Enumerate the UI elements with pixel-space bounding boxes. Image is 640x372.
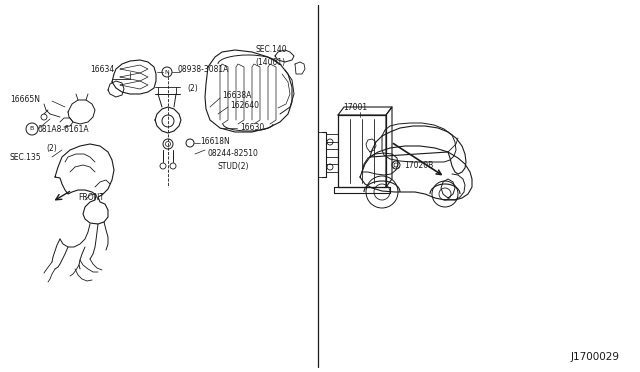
Text: 17001: 17001 (343, 103, 367, 112)
Text: SEC.140: SEC.140 (255, 45, 287, 55)
Text: 16665N: 16665N (10, 96, 40, 105)
Text: B: B (30, 126, 34, 131)
Text: 162640: 162640 (230, 100, 259, 109)
Text: STUD(2): STUD(2) (218, 163, 250, 171)
Text: 17020B: 17020B (404, 160, 433, 170)
Text: (2): (2) (187, 83, 198, 93)
Text: 081A8-6161A: 081A8-6161A (38, 125, 90, 134)
Text: 16638A: 16638A (222, 92, 252, 100)
Text: J1700029: J1700029 (571, 352, 620, 362)
Text: FRONT: FRONT (78, 192, 104, 202)
Text: 16634: 16634 (90, 65, 115, 74)
Text: 16618N: 16618N (200, 138, 230, 147)
Text: N: N (164, 70, 170, 74)
Text: 08938-3081A: 08938-3081A (178, 65, 229, 74)
Text: SEC.135: SEC.135 (10, 153, 42, 161)
Text: (2): (2) (46, 144, 57, 153)
Text: 16630: 16630 (240, 122, 264, 131)
Text: 08244-82510: 08244-82510 (208, 150, 259, 158)
Text: (14001): (14001) (255, 58, 285, 67)
